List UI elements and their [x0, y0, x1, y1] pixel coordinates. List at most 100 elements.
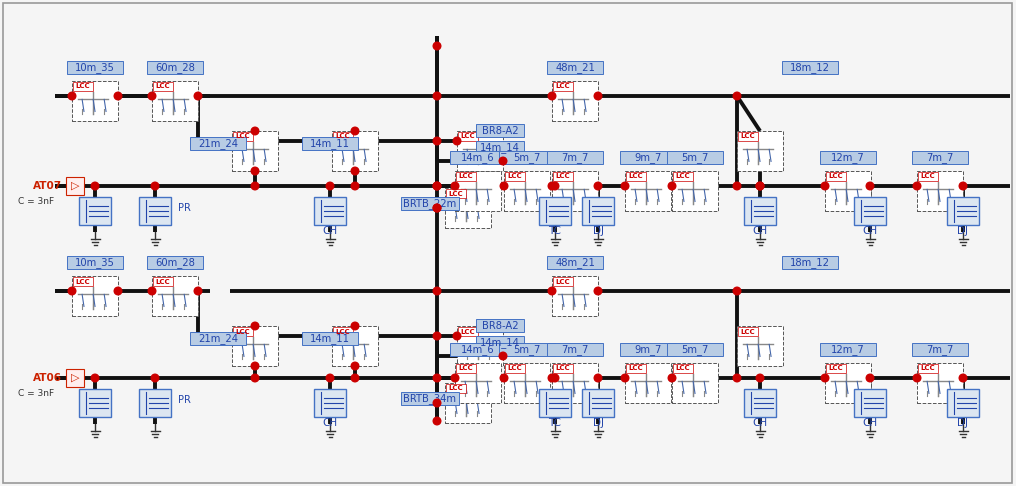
Bar [477, 336, 524, 349]
Text: 7m_7: 7m_7 [927, 153, 954, 163]
Text: LCC: LCC [75, 84, 90, 89]
Circle shape [148, 287, 155, 295]
Text: LCC: LCC [556, 84, 570, 89]
Bar [153, 82, 173, 91]
Text: 9m_7: 9m_7 [634, 153, 661, 163]
Text: PR: PR [178, 395, 191, 405]
Bar [477, 141, 524, 155]
Text: PR: PR [178, 203, 191, 213]
Bar [79, 197, 111, 225]
Circle shape [594, 374, 601, 382]
Text: 7m_7: 7m_7 [561, 345, 588, 355]
Text: ▷: ▷ [71, 373, 79, 383]
Circle shape [433, 332, 441, 340]
Text: LCC: LCC [629, 365, 643, 371]
Bar [72, 81, 118, 121]
Bar [314, 197, 346, 225]
Bar [854, 197, 886, 225]
Text: 5m_7: 5m_7 [682, 153, 709, 163]
Bar [66, 177, 84, 195]
Text: C = 3nF: C = 3nF [18, 197, 54, 207]
Bar [947, 197, 979, 225]
Text: LCC: LCC [460, 134, 475, 139]
Bar [504, 171, 550, 211]
Bar [947, 389, 979, 417]
Circle shape [251, 167, 259, 175]
Circle shape [549, 374, 556, 382]
Circle shape [594, 92, 601, 100]
Circle shape [453, 137, 461, 145]
Text: LCC: LCC [676, 174, 690, 179]
Bar [152, 276, 198, 316]
Bar [232, 131, 278, 171]
Bar [458, 132, 478, 141]
Text: LCC: LCC [829, 365, 843, 371]
Circle shape [114, 287, 122, 295]
Circle shape [68, 287, 76, 295]
Text: 5m_7: 5m_7 [513, 153, 541, 163]
Bar [446, 384, 466, 393]
Bar [582, 389, 614, 417]
Circle shape [251, 322, 259, 330]
Text: 60m_28: 60m_28 [155, 258, 195, 268]
Bar [547, 152, 604, 164]
Circle shape [433, 92, 441, 100]
Text: LCC: LCC [449, 385, 463, 392]
Circle shape [352, 322, 359, 330]
Circle shape [500, 182, 508, 190]
Bar [673, 172, 693, 181]
Circle shape [734, 287, 741, 295]
Text: 10m_35: 10m_35 [75, 63, 115, 73]
Text: 10m_35: 10m_35 [75, 258, 115, 268]
Circle shape [352, 182, 359, 190]
Bar [553, 277, 573, 286]
Bar [456, 172, 477, 181]
Bar [233, 327, 253, 336]
Bar [625, 363, 671, 403]
Bar [552, 81, 598, 121]
Bar [826, 172, 846, 181]
Text: CH: CH [322, 418, 337, 428]
Text: TC: TC [549, 226, 562, 236]
Circle shape [151, 374, 158, 382]
Text: LCC: LCC [508, 365, 522, 371]
Bar [666, 152, 723, 164]
Bar [782, 257, 838, 270]
Circle shape [867, 182, 874, 190]
Bar [539, 389, 571, 417]
Circle shape [251, 362, 259, 370]
Bar [552, 276, 598, 316]
Text: AT06: AT06 [33, 373, 62, 383]
Text: LCC: LCC [155, 278, 171, 284]
Circle shape [326, 182, 334, 190]
Bar [147, 257, 203, 270]
Bar [918, 364, 938, 373]
Text: 14m_6: 14m_6 [461, 153, 495, 163]
Bar [302, 138, 358, 151]
Bar [582, 197, 614, 225]
Circle shape [552, 374, 559, 382]
Bar [332, 131, 378, 171]
Bar [917, 171, 963, 211]
Text: LCC: LCC [556, 278, 570, 284]
Circle shape [500, 374, 508, 382]
Text: DJ: DJ [957, 418, 968, 428]
Text: LCC: LCC [155, 84, 171, 89]
Text: ▷: ▷ [71, 181, 79, 191]
Circle shape [433, 137, 441, 145]
Bar [153, 277, 173, 286]
Bar [79, 389, 111, 417]
Text: LCC: LCC [741, 329, 755, 334]
Circle shape [549, 287, 556, 295]
Bar [446, 189, 466, 198]
Text: LCC: LCC [335, 134, 351, 139]
Circle shape [433, 287, 441, 295]
Text: LCC: LCC [458, 365, 473, 371]
Text: AT07: AT07 [33, 181, 62, 191]
Bar [152, 81, 198, 121]
Bar [190, 138, 246, 151]
Circle shape [433, 204, 441, 212]
Text: LCC: LCC [556, 365, 570, 371]
Bar [73, 82, 93, 91]
Bar [233, 132, 253, 141]
